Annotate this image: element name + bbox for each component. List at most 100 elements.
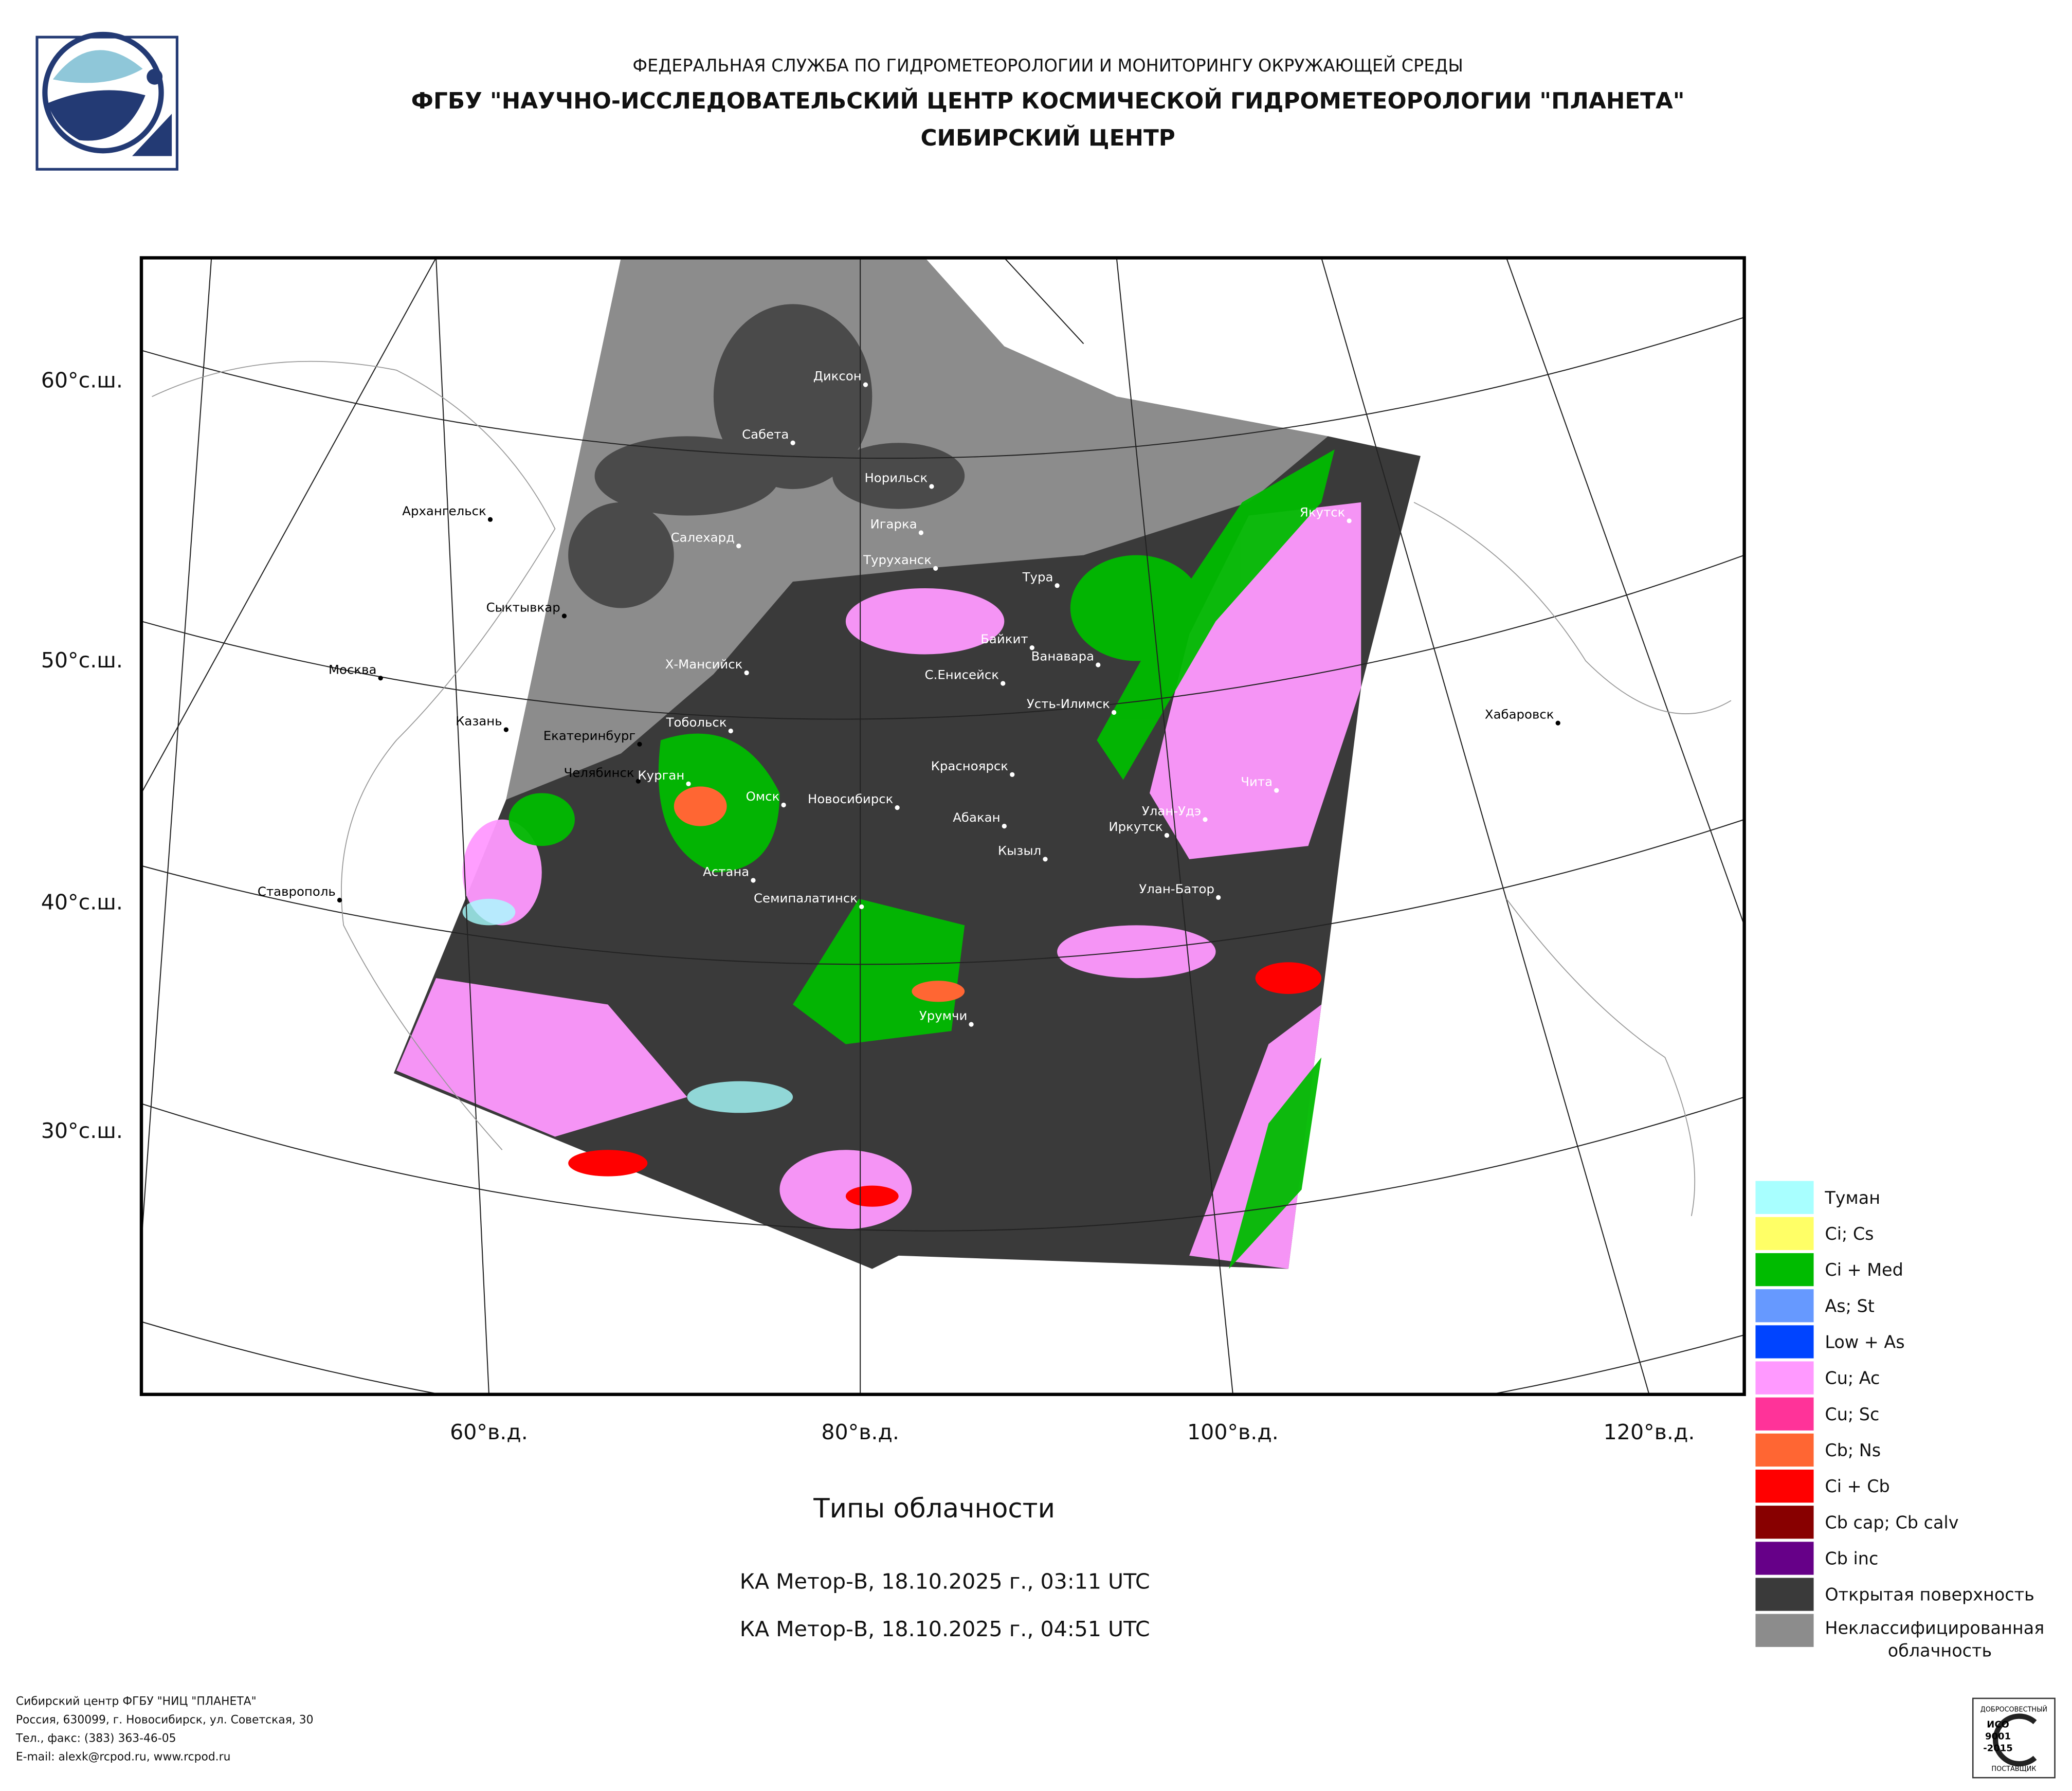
city-dot (637, 741, 642, 747)
city-label: Ставрополь (258, 884, 336, 899)
legend-label: Cu; Sc (1825, 1404, 1879, 1424)
lon-label: 60°в.д. (450, 1420, 528, 1444)
city-dot (1002, 823, 1007, 829)
lon-label: 80°в.д. (821, 1420, 899, 1444)
city-dot (337, 897, 342, 903)
footer-line: Россия, 630099, г. Новосибирск, ул. Сове… (16, 1714, 314, 1727)
city-label: С.Енисейск (925, 667, 999, 682)
cert-text: -2015 (1983, 1743, 2013, 1754)
city-dot (1216, 895, 1221, 900)
pass-line: КА Meтор-В, 18.10.2025 г., 03:11 UTC (740, 1569, 1150, 1594)
lon-label: 100°в.д. (1187, 1420, 1279, 1444)
city-dot (1010, 772, 1015, 777)
city-dot (1055, 583, 1060, 588)
city-label: Семипалатинск (754, 891, 858, 906)
city-label: Якутск (1300, 504, 1346, 519)
city-dot (728, 728, 733, 734)
city-label: Красноярск (931, 758, 1008, 773)
legend-swatch (1754, 1216, 1815, 1252)
city-label: Сыктывкар (486, 600, 560, 614)
cert-text: ДОБРОСОВЕСТНЫЙ (1980, 1706, 2047, 1714)
city-dot (1112, 710, 1117, 715)
legend-label: Cu; Ac (1825, 1368, 1880, 1388)
city-label: Игарка (870, 517, 917, 532)
city-dot (781, 802, 786, 808)
city-label: Урумчи (919, 1008, 968, 1023)
city-dot (895, 805, 900, 810)
legend-label: Cb; Ns (1825, 1440, 1881, 1460)
header-line: СИБИРСКИЙ ЦЕНТР (920, 124, 1175, 151)
legend-swatch (1754, 1576, 1815, 1613)
city-label: Туруханск (863, 552, 932, 567)
footer-line: Тел., факс: (383) 363-46-05 (15, 1732, 176, 1745)
legend-swatch (1754, 1180, 1815, 1216)
legend-label: As; St (1825, 1296, 1874, 1316)
city-dot (1164, 833, 1170, 838)
city-label: Тура (1022, 569, 1053, 584)
lat-label: 40°с.ш. (41, 890, 123, 914)
city-label: Диксон (813, 369, 862, 384)
legend-swatch (1754, 1540, 1815, 1577)
city-label: Х-Мансийск (665, 657, 743, 672)
city-dot (1029, 645, 1034, 650)
cert-text: ИСО (1987, 1719, 2009, 1730)
legend-swatch (1754, 1613, 1815, 1649)
city-dot (1043, 857, 1048, 862)
map: Диксон Сабета Норильск Игарка Туруханск Салех… (141, 258, 1744, 1395)
city-label: Чита (1241, 774, 1273, 789)
legend-label: Ci + Med (1825, 1260, 1903, 1280)
city-label: Астана (703, 864, 749, 879)
legend-swatch (1754, 1504, 1815, 1540)
city-label: Новосибирск (808, 791, 893, 806)
city-label: Улан-Удэ (1142, 803, 1201, 818)
lat-label: 60°с.ш. (41, 368, 123, 392)
city-label: Салехард (671, 530, 735, 545)
city-label: Усть-Илимск (1027, 696, 1110, 711)
city-dot (863, 382, 868, 387)
legend-swatch (1754, 1288, 1815, 1324)
city-dot (933, 566, 938, 571)
footer-line: Сибирский центр ФГБУ "НИЦ "ПЛАНЕТА" (16, 1695, 257, 1708)
city-label: Тобольск (666, 715, 727, 730)
city-label: Иркутск (1108, 819, 1162, 834)
city-dot (561, 613, 567, 619)
city-label: Челябинск (564, 765, 634, 780)
city-label: Екатеринбург (543, 728, 635, 743)
legend-label: Low + As (1825, 1332, 1904, 1352)
lat-label: 50°с.ш. (41, 648, 123, 673)
city-label: Байкит (980, 631, 1028, 646)
city-label: Омск (746, 789, 780, 804)
city-label: Сабета (742, 427, 789, 442)
city-dot (929, 484, 934, 489)
legend-label: облачность (1888, 1640, 1992, 1660)
header-line: ФЕДЕРАЛЬНАЯ СЛУЖБА ПО ГИДРОМЕТЕОРОЛОГИИ … (632, 55, 1463, 76)
footer-line: E-mail: alexk@rcpod.ru, www.rcpod.ru (16, 1751, 231, 1764)
legend-swatch (1754, 1396, 1815, 1432)
legend-label: Ci; Cs (1825, 1224, 1874, 1244)
city-label: Хабаровск (1485, 707, 1554, 722)
title: Типы облачности (813, 1493, 1055, 1524)
city-dot (635, 779, 641, 784)
city-dot (1347, 518, 1352, 523)
lon-label: 120°в.д. (1604, 1420, 1695, 1444)
map-frame (139, 256, 1746, 1396)
city-dot (744, 670, 749, 676)
city-label: Абакан (953, 810, 1000, 825)
legend-label: Туман (1824, 1188, 1880, 1208)
logo (35, 31, 178, 171)
header-line: ФГБУ "НАУЧНО-ИССЛЕДОВАТЕЛЬСКИЙ ЦЕНТР КОС… (411, 87, 1685, 114)
legend-label: Неклассифицированная (1825, 1618, 2044, 1638)
cert-text: ПОСТАВЩИК (1991, 1765, 2036, 1773)
certificate: ДОБРОСОВЕСТНЫЙ ИСО 9001 -2015 ПОСТАВЩИК (1972, 1697, 2056, 1779)
city-dot (1274, 788, 1279, 793)
legend-label: Cb cap; Cb calv (1825, 1512, 1958, 1532)
city-dot (686, 781, 691, 786)
city-dot (487, 517, 493, 522)
city-dot (1203, 817, 1208, 822)
city-dot (736, 544, 741, 549)
city-label: Москва (329, 662, 377, 677)
city-dot (751, 878, 756, 883)
legend-label: Открытая поверхность (1825, 1585, 2034, 1605)
city-dot (969, 1022, 974, 1027)
